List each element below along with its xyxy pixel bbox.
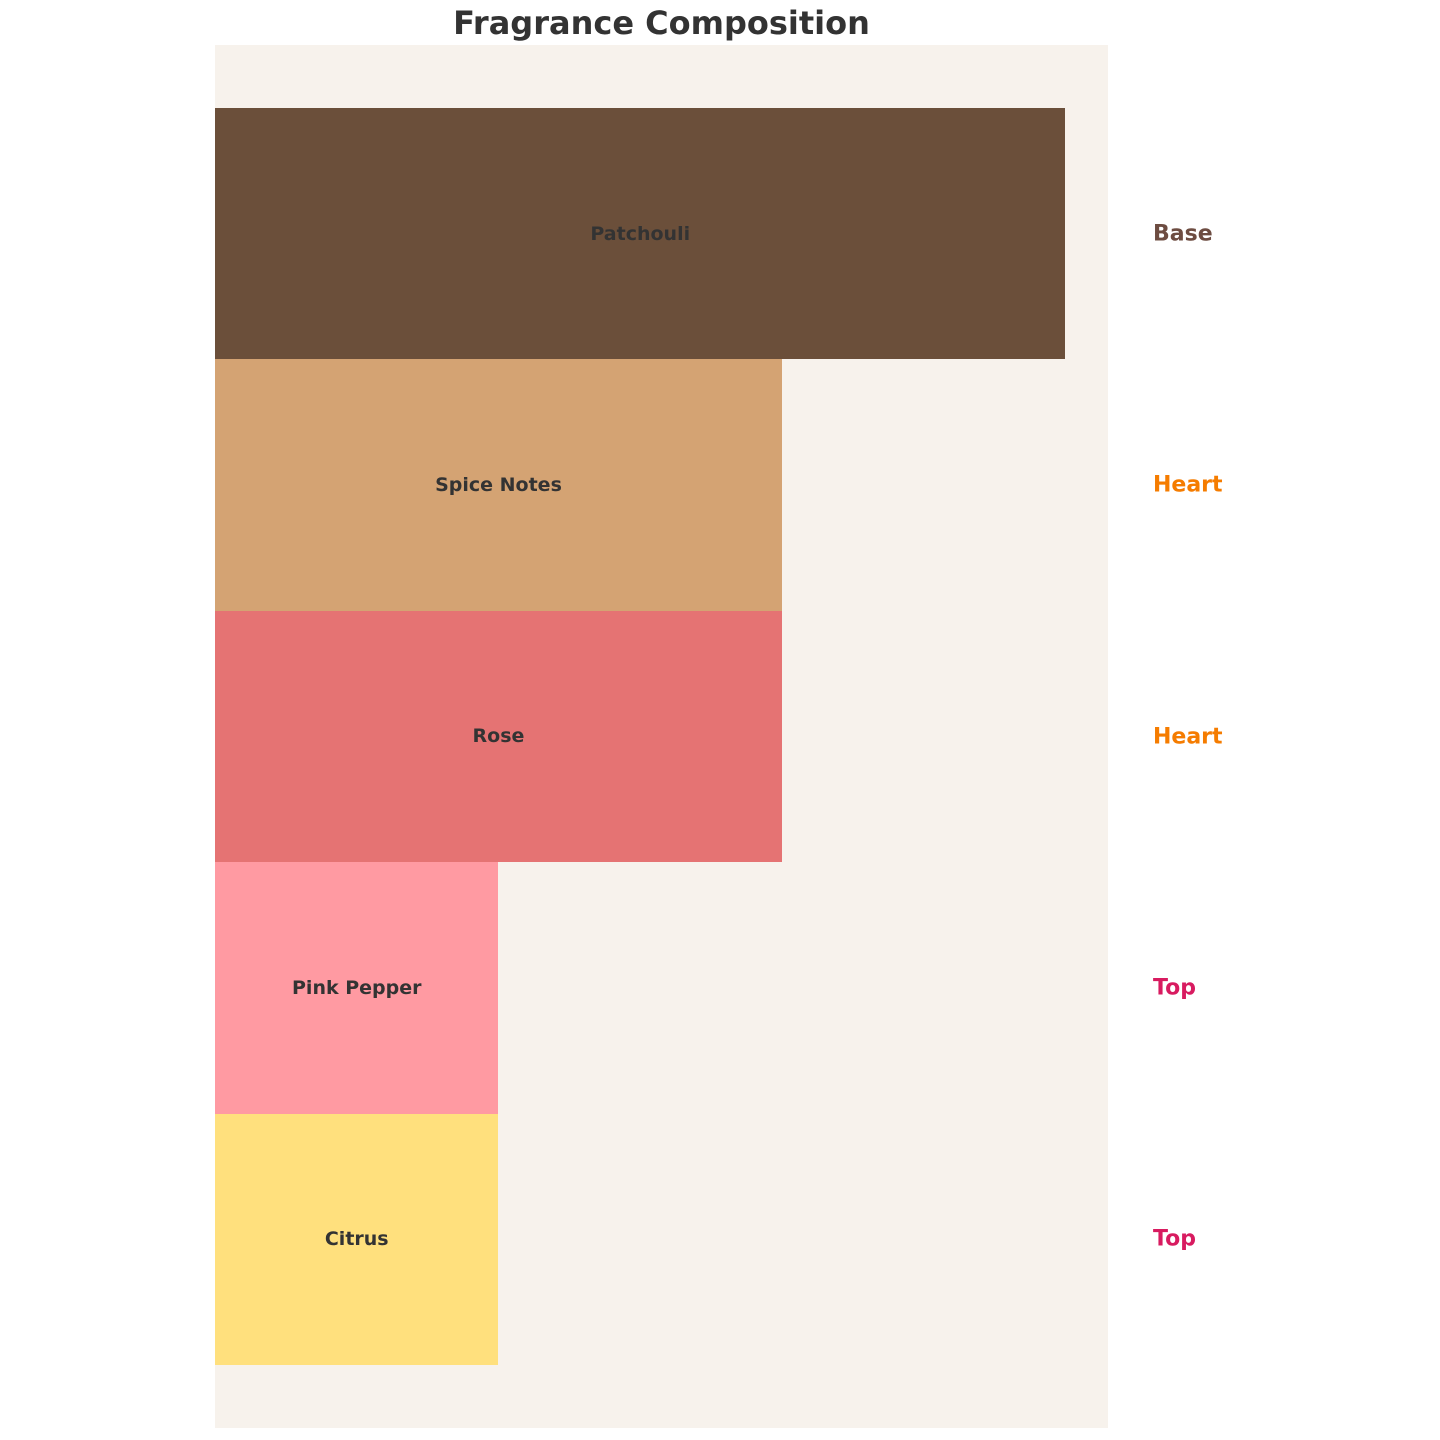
bar-label: Citrus: [324, 1228, 389, 1251]
bar-rose: Rose: [215, 610, 782, 863]
bar-label: Rose: [472, 725, 525, 748]
chart-title: Fragrance Composition: [453, 4, 870, 42]
bar-citrus: Citrus: [215, 1113, 499, 1366]
stage-label: Heart: [1153, 472, 1223, 498]
plot-area: Patchouli Spice Notes Rose Pink Pepper Citru…: [215, 45, 1108, 1428]
stage-label: Top: [1153, 975, 1196, 1001]
bar-patchouli: Patchouli: [215, 107, 1066, 360]
stage-label: Base: [1153, 221, 1213, 247]
bar-spice-notes: Spice Notes: [215, 359, 782, 611]
bar-label: Pink Pepper: [292, 976, 422, 999]
bar-label: Spice Notes: [435, 474, 562, 497]
bar-label: Patchouli: [590, 222, 691, 245]
bar-pink-pepper: Pink Pepper: [215, 862, 499, 1114]
stage-label: Heart: [1153, 724, 1223, 749]
stage-label: Top: [1153, 1226, 1196, 1252]
